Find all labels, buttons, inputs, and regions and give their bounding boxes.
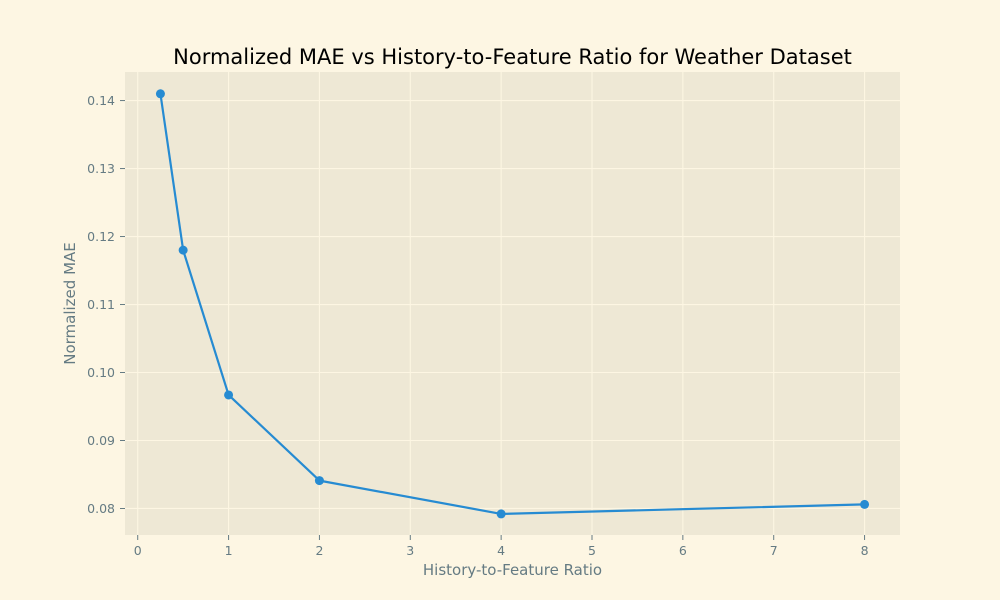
- y-tick-label: 0.14: [87, 93, 115, 108]
- plot-area: [125, 72, 900, 535]
- chart-title: Normalized MAE vs History-to-Feature Rat…: [173, 45, 852, 69]
- x-tick-label: 6: [679, 543, 687, 558]
- grid-lines: [125, 72, 900, 535]
- y-tick-label: 0.11: [87, 297, 115, 312]
- data-point: [314, 476, 324, 486]
- y-tick-label: 0.12: [87, 229, 115, 244]
- x-axis-label: History-to-Feature Ratio: [423, 561, 602, 579]
- x-tick-label: 1: [225, 543, 233, 558]
- data-point: [224, 390, 234, 400]
- y-tick-label: 0.08: [87, 501, 115, 516]
- x-tick-label: 7: [770, 543, 778, 558]
- series-line: [159, 92, 866, 516]
- data-point: [496, 509, 506, 519]
- y-tick-label: 0.10: [87, 365, 115, 380]
- x-tick-label: 0: [134, 543, 142, 558]
- x-tick-label: 2: [315, 543, 323, 558]
- x-tick-label: 3: [406, 543, 414, 558]
- y-tick-label: 0.13: [87, 161, 115, 176]
- data-point: [860, 499, 870, 509]
- data-point: [155, 89, 165, 99]
- axis-ticks: 0 1 2 3 4 5 6 7 8 0.08 0.09 0.10 0.11 0.12 0.13 0.14: [87, 93, 868, 558]
- x-tick-label: 4: [497, 543, 505, 558]
- x-tick-label: 5: [588, 543, 596, 558]
- y-tick-label: 0.09: [87, 433, 115, 448]
- data-point: [178, 245, 188, 255]
- series-layer: [155, 89, 870, 519]
- x-tick-label: 8: [861, 543, 869, 558]
- y-axis-label: Normalized MAE: [61, 242, 79, 365]
